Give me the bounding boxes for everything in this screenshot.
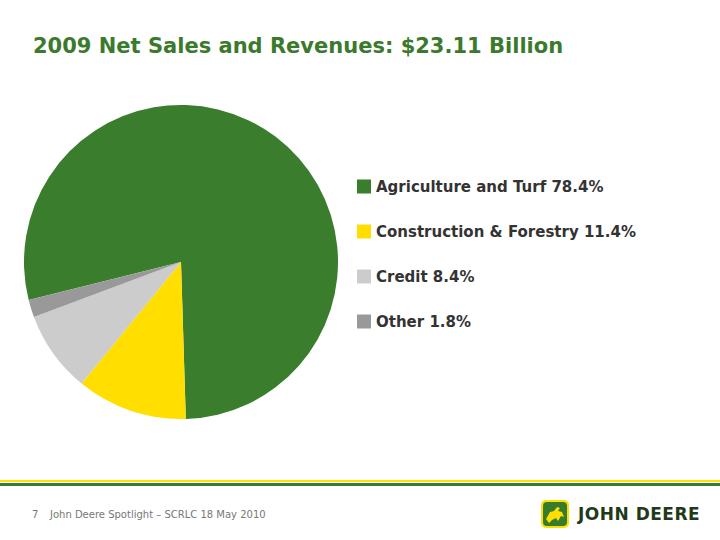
html-text:7: 7 <box>32 509 39 520</box>
svg-text:Construction & Forestry 11.4%: Construction & Forestry 11.4% <box>376 223 636 241</box>
svg-text:Other 1.8%: Other 1.8% <box>376 313 471 331</box>
svg-text:2009 Net Sales and Revenues: $: 2009 Net Sales and Revenues: $23.11 Bill… <box>33 34 563 58</box>
svg-text:Agriculture and Turf 78.4%: Agriculture and Turf 78.4% <box>376 178 603 196</box>
svg-text:Credit 8.4%: Credit 8.4% <box>376 268 474 286</box>
html-text:JOHN DEERE: JOHN DEERE <box>578 504 701 524</box>
html-text:John Deere Spotlight – SCRLC 1: John Deere Spotlight – SCRLC 18 May 2010 <box>50 509 266 520</box>
